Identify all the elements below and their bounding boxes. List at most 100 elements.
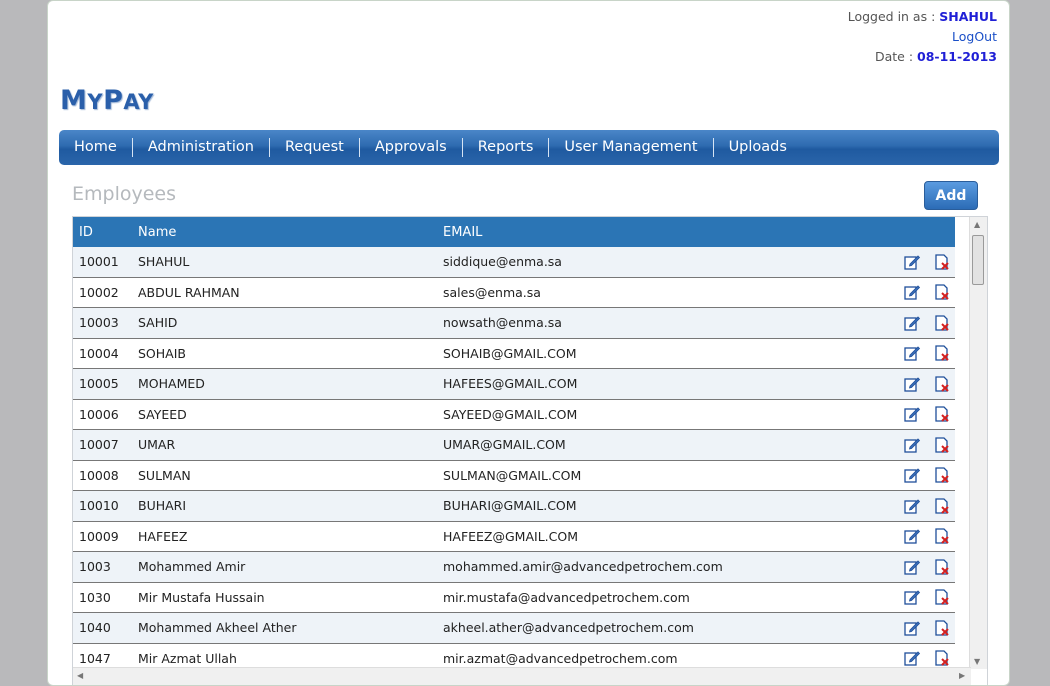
table-row[interactable]: 10005 MOHAMED HAFEES@GMAIL.COM: [73, 369, 955, 400]
edit-icon[interactable]: [903, 497, 921, 515]
cell-name: MOHAMED: [138, 376, 205, 392]
edit-icon[interactable]: [903, 527, 921, 545]
cell-email: akheel.ather@advancedpetrochem.com: [443, 620, 694, 636]
cell-name: Mir Azmat Ullah: [138, 650, 237, 666]
cell-id: 1003: [79, 559, 111, 575]
delete-icon[interactable]: [933, 649, 951, 667]
scroll-left-icon[interactable]: ◀: [77, 671, 84, 680]
table-row[interactable]: 1047 Mir Azmat Ullah mir.azmat@advancedpet…: [73, 644, 955, 670]
delete-icon[interactable]: [933, 253, 951, 271]
table-row[interactable]: 10010 BUHARI BUHARI@GMAIL.COM: [73, 491, 955, 522]
scroll-right-icon[interactable]: ▶: [959, 671, 966, 680]
edit-icon[interactable]: [903, 466, 921, 484]
cell-id: 10008: [79, 467, 119, 483]
table-row[interactable]: 1030 Mir Mustafa Hussain mir.mustafa@advan…: [73, 583, 955, 613]
delete-icon[interactable]: [933, 375, 951, 393]
edit-icon[interactable]: [903, 314, 921, 332]
nav-uploads[interactable]: Uploads: [712, 138, 802, 157]
nav-administration[interactable]: Administration: [131, 138, 269, 157]
username: SHAHUL: [939, 9, 997, 24]
delete-icon[interactable]: [933, 558, 951, 576]
cell-email: HAFEEZ@GMAIL.COM: [443, 528, 578, 544]
edit-icon[interactable]: [903, 375, 921, 393]
cell-id: 10003: [79, 315, 119, 331]
cell-name: SULMAN: [138, 467, 191, 483]
vertical-scrollbar[interactable]: ▲ ▼: [969, 217, 987, 669]
delete-icon[interactable]: [933, 497, 951, 515]
add-button[interactable]: Add: [924, 181, 978, 210]
cell-id: 10004: [79, 345, 119, 361]
cell-email: mir.mustafa@advancedpetrochem.com: [443, 589, 690, 605]
delete-icon[interactable]: [933, 527, 951, 545]
row-actions: [883, 497, 955, 515]
edit-icon[interactable]: [903, 558, 921, 576]
edit-icon[interactable]: [903, 649, 921, 667]
table-row[interactable]: 10008 SULMAN SULMAN@GMAIL.COM: [73, 461, 955, 491]
delete-icon[interactable]: [933, 619, 951, 637]
row-actions: [883, 466, 955, 484]
row-actions: [883, 344, 955, 362]
grid-header: ID Name EMAIL: [73, 217, 955, 247]
cell-email: HAFEES@GMAIL.COM: [443, 376, 578, 392]
edit-icon[interactable]: [903, 253, 921, 271]
row-actions: [883, 283, 955, 301]
scroll-thumb[interactable]: [972, 235, 984, 285]
table-row[interactable]: 10004 SOHAIB SOHAIB@GMAIL.COM: [73, 339, 955, 369]
edit-icon[interactable]: [903, 436, 921, 454]
table-row[interactable]: 10002 ABDUL RAHMAN sales@enma.sa: [73, 278, 955, 308]
cell-name: Mir Mustafa Hussain: [138, 589, 265, 605]
grid-body: 10001 SHAHUL siddique@enma.sa 10002 ABDUL RA…: [73, 247, 955, 669]
cell-id: 1047: [79, 650, 111, 666]
logout-link[interactable]: LogOut: [952, 29, 997, 44]
cell-name: HAFEEZ: [138, 528, 188, 544]
delete-icon[interactable]: [933, 405, 951, 423]
horizontal-scrollbar[interactable]: ◀ ▶: [73, 667, 971, 685]
row-actions: [883, 619, 955, 637]
nav-home[interactable]: Home: [74, 139, 117, 155]
header-id[interactable]: ID: [79, 224, 93, 240]
delete-icon[interactable]: [933, 588, 951, 606]
row-actions: [883, 558, 955, 576]
cell-name: SOHAIB: [138, 345, 186, 361]
cell-name: Mohammed Amir: [138, 559, 246, 575]
cell-id: 10002: [79, 284, 119, 300]
scroll-up-icon[interactable]: ▲: [974, 220, 981, 229]
nav-request[interactable]: Request: [268, 138, 359, 157]
edit-icon[interactable]: [903, 405, 921, 423]
table-row[interactable]: 10003 SAHID nowsath@enma.sa: [73, 308, 955, 339]
scroll-down-icon[interactable]: ▼: [974, 657, 981, 666]
header-email[interactable]: EMAIL: [443, 224, 483, 240]
table-row[interactable]: 10001 SHAHUL siddique@enma.sa: [73, 247, 955, 278]
row-actions: [883, 436, 955, 454]
table-row[interactable]: 10009 HAFEEZ HAFEEZ@GMAIL.COM: [73, 522, 955, 552]
header-name[interactable]: Name: [138, 224, 177, 240]
cell-id: 10001: [79, 254, 119, 270]
cell-email: SOHAIB@GMAIL.COM: [443, 345, 577, 361]
table-row[interactable]: 1003 Mohammed Amir mohammed.amir@advancedp…: [73, 552, 955, 583]
table-row[interactable]: 1040 Mohammed Akheel Ather akheel.ather@ad…: [73, 613, 955, 644]
edit-icon[interactable]: [903, 619, 921, 637]
section-title: Employees: [72, 183, 176, 205]
cell-email: nowsath@enma.sa: [443, 315, 562, 331]
cell-email: mir.azmat@advancedpetrochem.com: [443, 650, 678, 666]
cell-email: SULMAN@GMAIL.COM: [443, 467, 582, 483]
page: Logged in as : SHAHUL LogOut Date : 08-1…: [47, 0, 1010, 686]
nav-user-management[interactable]: User Management: [548, 138, 712, 157]
logged-in-label: Logged in as :: [847, 9, 936, 24]
cell-id: 10007: [79, 437, 119, 453]
delete-icon[interactable]: [933, 436, 951, 454]
nav-reports[interactable]: Reports: [461, 138, 549, 157]
nav-approvals[interactable]: Approvals: [358, 138, 462, 157]
edit-icon[interactable]: [903, 283, 921, 301]
edit-icon[interactable]: [903, 344, 921, 362]
table-row[interactable]: 10006 SAYEED SAYEED@GMAIL.COM: [73, 400, 955, 430]
edit-icon[interactable]: [903, 588, 921, 606]
delete-icon[interactable]: [933, 314, 951, 332]
row-actions: [883, 527, 955, 545]
cell-email: mohammed.amir@advancedpetrochem.com: [443, 559, 723, 575]
delete-icon[interactable]: [933, 344, 951, 362]
cell-email: BUHARI@GMAIL.COM: [443, 498, 577, 514]
delete-icon[interactable]: [933, 466, 951, 484]
table-row[interactable]: 10007 UMAR UMAR@GMAIL.COM: [73, 430, 955, 461]
delete-icon[interactable]: [933, 283, 951, 301]
